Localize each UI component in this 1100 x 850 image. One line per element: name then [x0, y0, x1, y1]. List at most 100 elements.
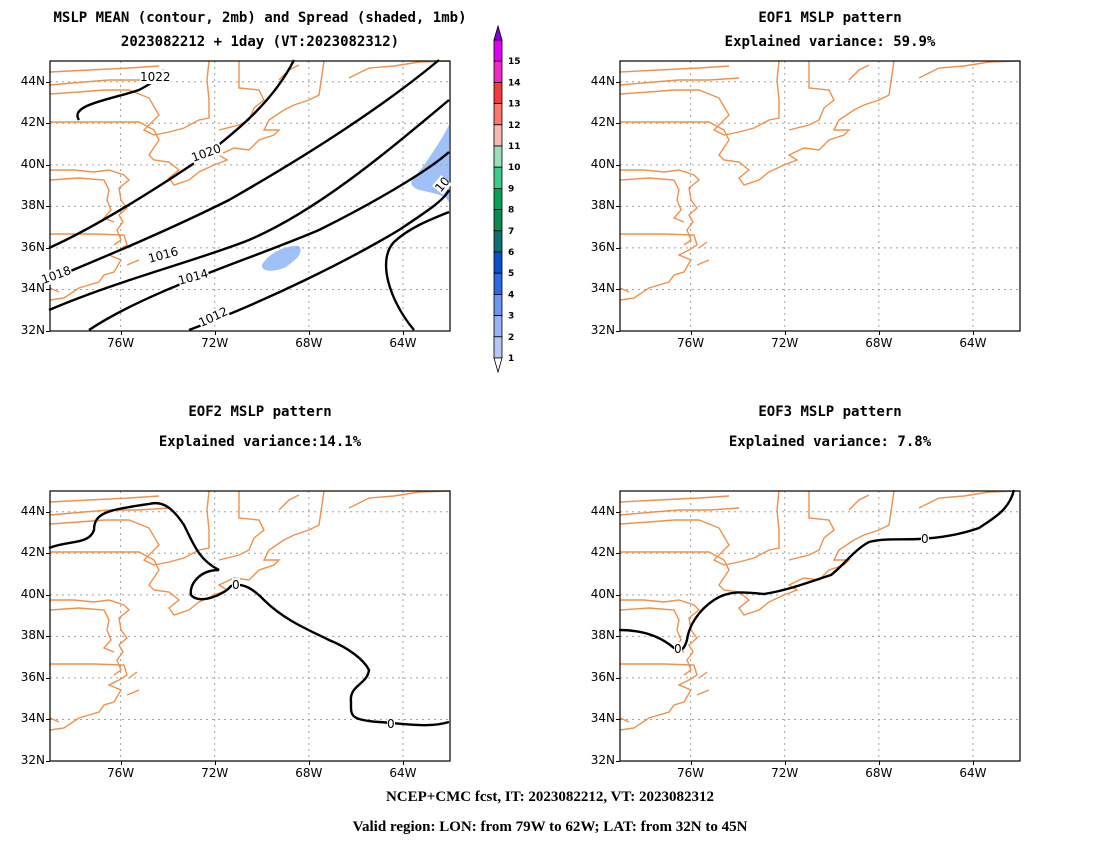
colorbar-bottom-arrow — [493, 357, 503, 374]
lat-tick-label: 34N — [20, 281, 45, 296]
spread-shading — [261, 125, 449, 271]
lon-tick-label: 72W — [201, 336, 229, 350]
lat-tick-label: 34N — [20, 711, 45, 726]
footer-line1: NCEP+CMC fcst, IT: 2023082212, VT: 20230… — [385, 789, 715, 805]
colorbar-box — [493, 82, 503, 105]
colorbar-box — [493, 166, 503, 189]
lat-tick-label: 44N — [590, 73, 615, 88]
lon-tick-label: 76W — [677, 336, 705, 350]
lon-tick-label: 68W — [295, 336, 323, 350]
lon-tick-label: 72W — [201, 766, 229, 780]
colorbar-label: 11 — [508, 142, 521, 152]
colorbar-box — [493, 145, 503, 168]
lat-tick-label: 40N — [590, 586, 615, 601]
eof3-contour-label-0-west: 0 — [674, 642, 682, 656]
colorbar-top-arrow — [493, 24, 503, 41]
lon-tick-label: 64W — [959, 336, 987, 350]
lon-tick-label: 68W — [865, 336, 893, 350]
colorbar-box — [493, 187, 503, 210]
colorbar-box — [493, 124, 503, 147]
lat-tick-label: 32N — [20, 323, 45, 337]
colorbar-box — [493, 251, 503, 274]
colorbar-label: 12 — [508, 121, 521, 131]
eof2-title-line2: Explained variance:14.1% — [158, 434, 362, 450]
lat-tick-label: 44N — [590, 503, 615, 518]
lat-tick-label: 34N — [590, 281, 615, 296]
lat-tick-label: 38N — [20, 628, 45, 643]
lon-tick-label: 72W — [771, 336, 799, 350]
lat-tick-label: 40N — [20, 156, 45, 171]
colorbar-label: 9 — [508, 184, 514, 194]
lat-tick-label: 32N — [590, 753, 615, 767]
lat-tick-label: 40N — [590, 156, 615, 171]
colorbar-label: 10 — [508, 163, 521, 173]
coastline — [49, 60, 450, 301]
lon-tick-label: 64W — [389, 766, 417, 780]
coastline — [619, 490, 1020, 731]
footer-line2: Valid region: LON: from 79W to 62W; LAT:… — [352, 819, 748, 835]
eof3-title-line1: EOF3 MSLP pattern — [758, 404, 902, 420]
colorbar-label: 3 — [508, 312, 514, 322]
lat-tick-label: 42N — [20, 115, 45, 130]
colorbar-box — [493, 103, 503, 126]
colorbar-label: 15 — [508, 57, 521, 67]
lat-tick-label: 44N — [20, 73, 45, 88]
lon-tick-label: 76W — [107, 336, 135, 350]
colorbar-box — [493, 230, 503, 253]
eof2-title-line1: EOF2 MSLP pattern — [188, 404, 332, 420]
colorbar-label: 13 — [508, 100, 521, 110]
colorbar-box — [493, 336, 503, 359]
eof2-map — [48, 490, 451, 762]
lon-tick-label: 76W — [677, 766, 705, 780]
mslp-map — [48, 59, 451, 332]
lat-tick-label: 42N — [20, 545, 45, 560]
eof3-zero-contour — [618, 489, 1016, 652]
colorbar-label: 7 — [508, 227, 514, 237]
colorbar-label: 1 — [508, 354, 514, 364]
colorbar-label: 6 — [508, 248, 514, 258]
eof1-title-line2: Explained variance: 59.9% — [724, 34, 936, 50]
eof2-panel: 0 0 — [48, 490, 451, 766]
colorbar-label: 2 — [508, 333, 514, 343]
colorbar-box — [493, 272, 503, 295]
lat-tick-label: 38N — [590, 628, 615, 643]
lat-tick-label: 42N — [590, 545, 615, 560]
lat-tick-label: 36N — [590, 669, 615, 684]
colorbar-label: 14 — [508, 78, 521, 88]
lon-tick-label: 64W — [389, 336, 417, 350]
eof3-panel: 0 0 — [618, 489, 1021, 766]
eof1-panel — [619, 60, 1021, 336]
eof1-title-line1: EOF1 MSLP pattern — [758, 10, 902, 26]
lat-tick-label: 34N — [590, 711, 615, 726]
lat-tick-label: 36N — [20, 669, 45, 684]
lat-tick-label: 36N — [20, 239, 45, 254]
lat-tick-label: 38N — [20, 198, 45, 213]
colorbar-box — [493, 39, 503, 62]
colorbar-label: 5 — [508, 269, 514, 279]
lat-tick-label: 38N — [590, 198, 615, 213]
lon-tick-label: 64W — [959, 766, 987, 780]
eof1-map — [619, 60, 1021, 332]
mslp-panel: 1022 1020 1018 1016 1014 1012 1014 — [39, 59, 452, 336]
lon-tick-label: 72W — [771, 766, 799, 780]
colorbar-box — [493, 60, 503, 83]
mslp-title-line2: 2023082212 + 1day (VT:2023082312) — [120, 34, 400, 50]
eof2-contour-label-0-north: 0 — [232, 578, 240, 592]
lon-tick-label: 76W — [107, 766, 135, 780]
colorbar-box — [493, 209, 503, 232]
eof3-map — [618, 489, 1021, 762]
eof2-contour-label-0-south: 0 — [387, 717, 395, 731]
lat-tick-label: 32N — [590, 323, 615, 337]
eof3-contour-label-0-east: 0 — [921, 532, 929, 546]
lat-tick-label: 42N — [590, 115, 615, 130]
lat-tick-label: 44N — [20, 503, 45, 518]
coastline — [49, 490, 450, 731]
lon-tick-label: 68W — [865, 766, 893, 780]
coastline — [619, 60, 1020, 301]
mslp-title-line1: MSLP MEAN (contour, 2mb) and Spread (sha… — [53, 10, 467, 26]
lat-tick-label: 40N — [20, 586, 45, 601]
colorbar-box — [493, 293, 503, 316]
lon-tick-label: 68W — [295, 766, 323, 780]
lat-tick-label: 36N — [590, 239, 615, 254]
